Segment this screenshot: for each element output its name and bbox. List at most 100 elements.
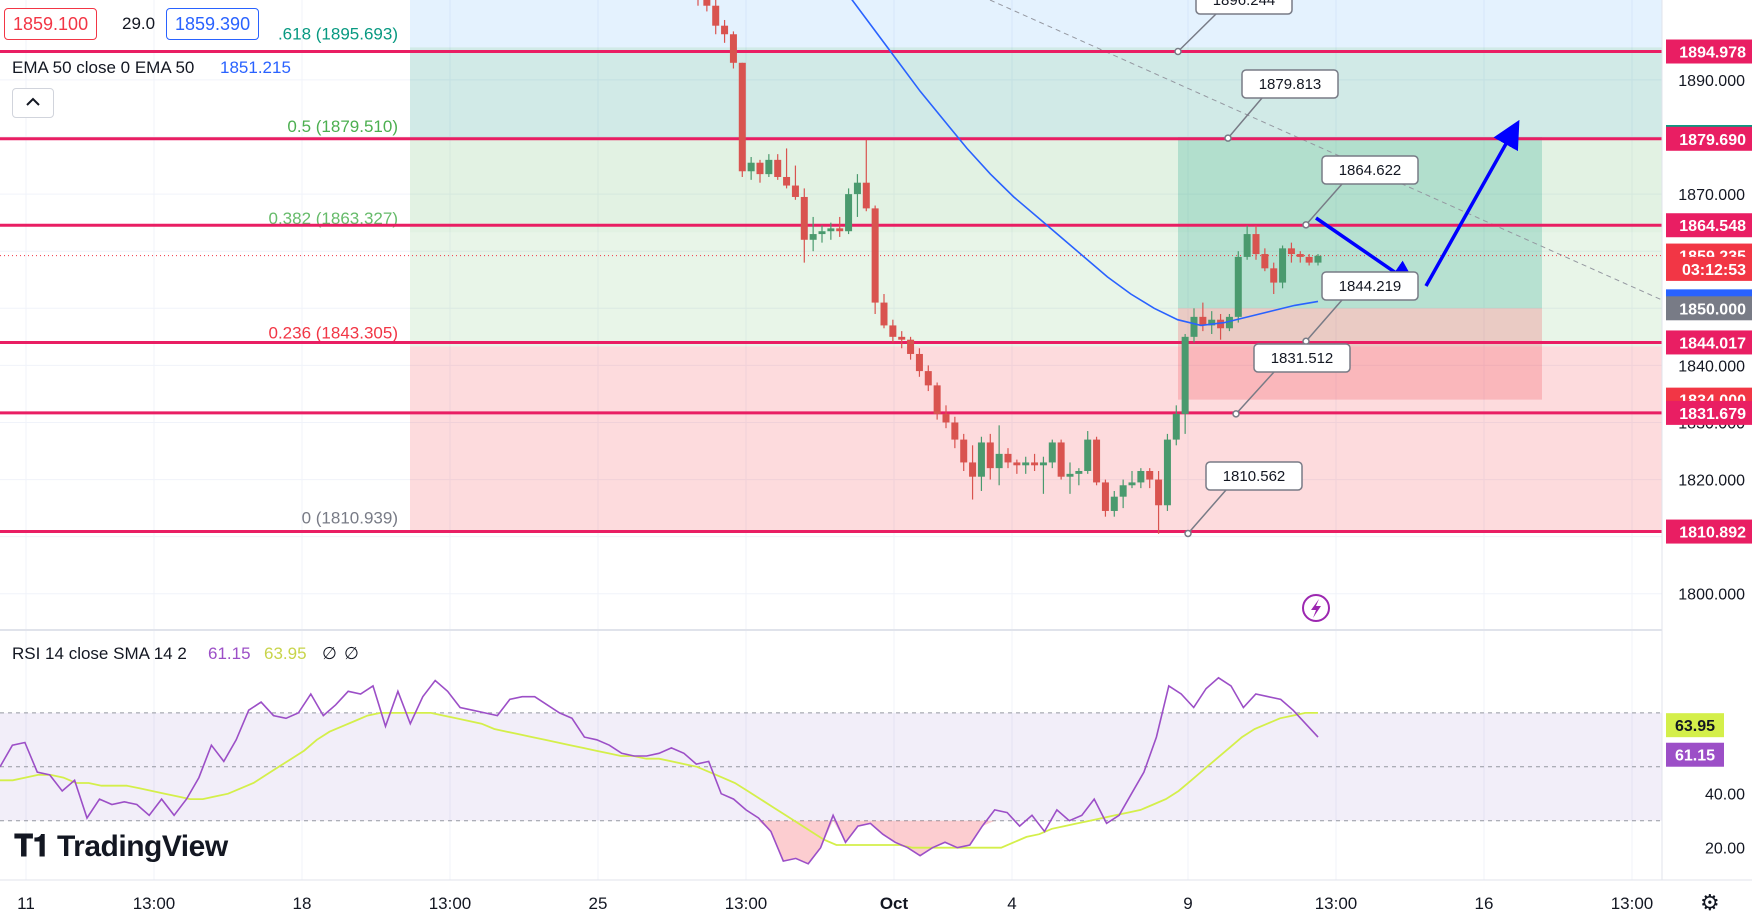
chevron-up-icon xyxy=(26,97,40,106)
candle-17 xyxy=(845,188,853,235)
price-callout-4: 1810.562 xyxy=(1184,461,1303,538)
tradingview-logo[interactable]: 𝐓𝟏 TradingView xyxy=(14,830,228,864)
axis-badge-8: 1844.017 xyxy=(1666,330,1752,355)
dashed-trend-line xyxy=(989,0,1663,301)
candle-55 xyxy=(1181,333,1189,434)
time-tick-2: 18 xyxy=(293,894,312,913)
candle-32 xyxy=(977,436,985,491)
time-tick-3: 13:00 xyxy=(429,894,472,913)
svg-text:1879.813: 1879.813 xyxy=(1259,76,1322,93)
candle-9 xyxy=(774,154,782,180)
candle-0 xyxy=(697,0,699,6)
candle-58 xyxy=(1208,311,1216,334)
candle-51 xyxy=(1146,468,1154,489)
svg-text:1864.622: 1864.622 xyxy=(1339,162,1402,179)
candle-33 xyxy=(986,433,994,480)
svg-text:1831.512: 1831.512 xyxy=(1271,350,1334,367)
candle-18 xyxy=(853,174,861,217)
candle-31 xyxy=(969,445,977,500)
rsi-tick-1: 40.00 xyxy=(1705,787,1745,804)
candle-46 xyxy=(1101,479,1109,517)
svg-text:1844.017: 1844.017 xyxy=(1679,335,1746,352)
candle-12 xyxy=(800,188,808,263)
rsi-sma-line xyxy=(0,712,1318,849)
candle-43 xyxy=(1075,468,1083,486)
lightning-icon xyxy=(1302,594,1330,622)
ask-price-box[interactable]: 1859.390 xyxy=(166,8,260,40)
candle-14 xyxy=(818,225,826,243)
candle-68 xyxy=(1296,251,1304,263)
time-tick-0: 11 xyxy=(17,894,35,913)
candle-21 xyxy=(880,294,888,329)
time-tick-11: 13:00 xyxy=(1611,894,1654,913)
candle-63 xyxy=(1252,225,1260,260)
candle-34 xyxy=(995,425,1003,486)
ema-legend-label[interactable]: EMA 50 close 0 EMA 50 xyxy=(12,58,195,77)
candle-35 xyxy=(1004,448,1012,469)
fib-zone-top xyxy=(410,0,1662,48)
candle-59 xyxy=(1217,314,1225,340)
candle-45 xyxy=(1093,436,1101,486)
price-callout-5: 1896.244 xyxy=(1174,0,1293,56)
fib-zone-618-500 xyxy=(410,47,1662,140)
candle-56 xyxy=(1190,308,1198,343)
svg-text:61.15: 61.15 xyxy=(1675,748,1715,765)
price-callout-0: 1879.813 xyxy=(1224,69,1339,142)
spread-value: 29.0 xyxy=(122,14,156,33)
fib-label-0.236: 0.236 (1843.305) xyxy=(269,324,399,343)
time-tick-10: 16 xyxy=(1475,894,1494,913)
candle-30 xyxy=(960,433,968,471)
candle-6 xyxy=(747,157,755,180)
rsi-line xyxy=(0,676,1319,865)
svg-text:1879.690: 1879.690 xyxy=(1679,132,1746,149)
candle-62 xyxy=(1243,225,1251,260)
position-loss-zone xyxy=(1178,308,1542,400)
candle-29 xyxy=(951,416,959,449)
settings-gear-icon[interactable]: ⚙ xyxy=(1700,890,1720,915)
svg-text:1810.562: 1810.562 xyxy=(1223,468,1286,485)
svg-text:63.95: 63.95 xyxy=(1675,718,1715,735)
rsi-axis-badge-1: 61.15 xyxy=(1666,742,1724,767)
axis-badge-7: 1850.000 xyxy=(1666,296,1752,321)
candle-24 xyxy=(907,336,915,360)
rsi-sma-legend-value: 63.95 xyxy=(264,644,307,663)
fib-zone-236-0 xyxy=(410,346,1662,532)
candle-38 xyxy=(1031,453,1039,471)
candle-3 xyxy=(721,19,729,43)
time-tick-7: 4 xyxy=(1007,894,1016,913)
candle-20 xyxy=(871,205,879,314)
bid-price-box[interactable]: 1859.100 xyxy=(4,8,98,40)
time-tick-5: 13:00 xyxy=(725,894,768,913)
candle-2 xyxy=(712,0,720,35)
collapse-legend-button[interactable] xyxy=(12,88,54,118)
svg-text:1850.000: 1850.000 xyxy=(1679,301,1746,318)
candle-5 xyxy=(738,62,746,177)
candle-27 xyxy=(933,382,941,420)
candle-13 xyxy=(809,216,817,252)
candle-7 xyxy=(756,159,764,183)
time-tick-1: 13:00 xyxy=(133,894,176,913)
axis-badge-2: 1879.690 xyxy=(1666,126,1752,151)
rsi-axis-badge-0: 63.95 xyxy=(1666,713,1724,738)
price-tick-7: 1870.000 xyxy=(1678,187,1745,204)
axis-badge-3: 1864.548 xyxy=(1666,213,1752,238)
axis-badge-5: 03:12:53 xyxy=(1666,256,1752,281)
price-tick-2: 1820.000 xyxy=(1678,473,1745,490)
axis-badge-0: 1894.978 xyxy=(1666,39,1752,64)
candle-48 xyxy=(1119,479,1127,509)
axis-badge-10: 1831.679 xyxy=(1666,400,1752,425)
candle-44 xyxy=(1084,431,1092,474)
tradingview-logo-text: TradingView xyxy=(57,830,228,863)
candle-11 xyxy=(791,165,799,200)
fib-zone-382-236 xyxy=(410,232,1662,347)
svg-text:1844.219: 1844.219 xyxy=(1339,278,1402,295)
candle-52 xyxy=(1155,471,1163,534)
candle-53 xyxy=(1163,433,1171,511)
ema50-line xyxy=(851,0,1319,327)
candle-47 xyxy=(1110,490,1118,517)
rsi-legend-label[interactable]: RSI 14 close SMA 14 2 xyxy=(12,644,187,663)
candle-64 xyxy=(1261,248,1269,272)
candle-50 xyxy=(1137,468,1145,489)
candle-22 xyxy=(889,319,897,343)
